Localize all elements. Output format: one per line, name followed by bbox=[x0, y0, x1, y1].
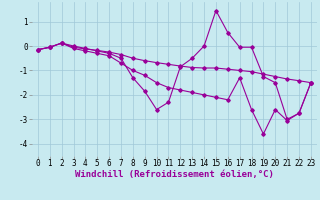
X-axis label: Windchill (Refroidissement éolien,°C): Windchill (Refroidissement éolien,°C) bbox=[75, 170, 274, 179]
